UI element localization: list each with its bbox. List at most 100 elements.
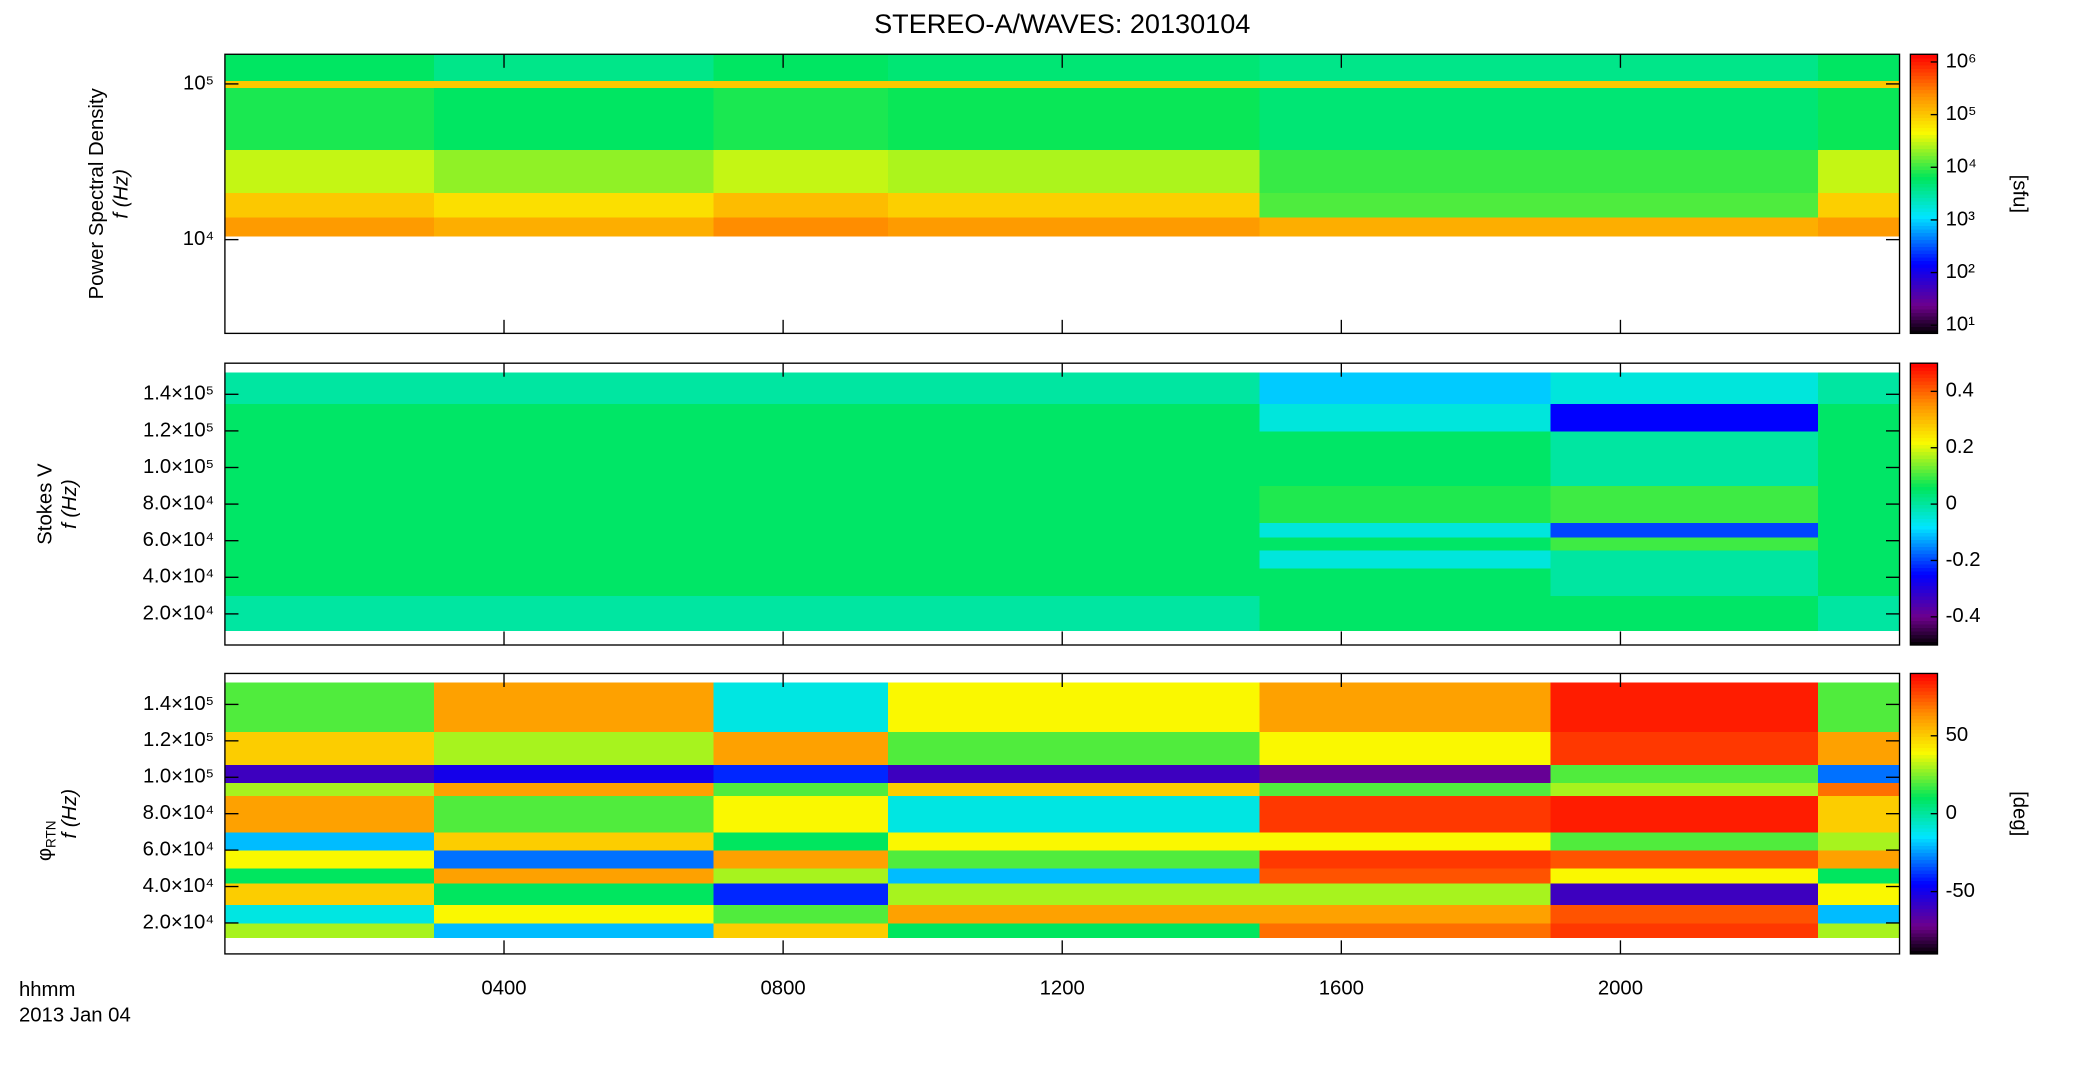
heatmap-cell <box>224 430 435 487</box>
colorbar-segment <box>1910 525 1938 530</box>
colorbar-segment <box>1910 479 1938 484</box>
colorbar-segment <box>1910 511 1938 516</box>
heatmap-cell <box>224 682 435 733</box>
colorbar-segment <box>1910 880 1938 885</box>
colorbar-segment <box>1910 673 1938 678</box>
colorbar-segment <box>1910 820 1938 825</box>
heatmap-cell <box>887 868 1261 884</box>
heatmap-cell <box>887 904 1261 924</box>
heatmap-cell <box>713 87 889 150</box>
colorbar-segment <box>1910 165 1938 171</box>
colorbar-segment <box>1910 144 1938 150</box>
y-tick-label: 1.2×10⁵ <box>143 729 214 751</box>
heatmap-cell <box>887 149 1261 194</box>
colorbar-segment <box>1910 845 1938 850</box>
colorbar-segment <box>1910 740 1938 745</box>
heatmap-cell <box>713 795 889 833</box>
colorbar-segment <box>1910 595 1938 600</box>
heatmap-cell <box>713 595 889 631</box>
heatmap-cell <box>224 831 435 851</box>
heatmap-cell <box>887 764 1261 784</box>
colorbar-segment <box>1910 475 1938 481</box>
heatmap-cell <box>434 868 714 884</box>
colorbar-segment <box>1910 419 1938 424</box>
heatmap-cell <box>224 87 435 150</box>
colorbar-segment <box>1910 609 1938 614</box>
colorbar-segment <box>1910 848 1938 853</box>
colorbar-tick-label: -0.2 <box>1946 549 1981 571</box>
heatmap-cell <box>434 682 714 733</box>
colorbar-segment <box>1910 472 1938 477</box>
colorbar-segment <box>1910 729 1938 734</box>
colorbar-segment <box>1910 708 1938 713</box>
colorbar-tick-label: -0.4 <box>1946 605 1981 627</box>
heatmap-cell <box>1550 568 1819 597</box>
heatmap-cell <box>1259 430 1552 487</box>
colorbar-segment <box>1910 391 1938 396</box>
heatmap-cell <box>1259 192 1819 218</box>
heatmap-cell <box>713 882 889 906</box>
colorbar-segment <box>1910 416 1938 421</box>
colorbar-segment <box>1910 606 1938 611</box>
colorbar-segment <box>1910 288 1938 293</box>
heatmap-cell <box>713 731 889 765</box>
colorbar-segment <box>1910 743 1938 748</box>
y-axis-label-unit: f (Hz) <box>59 479 81 529</box>
heatmap-cell <box>224 731 435 765</box>
colorbar-segment <box>1910 613 1938 618</box>
x-axis-label: hhmm <box>19 979 75 1001</box>
colorbar-segment <box>1910 394 1938 400</box>
heatmap-cell <box>713 850 889 869</box>
colorbar-segment <box>1910 859 1938 864</box>
colorbar-segment <box>1910 197 1938 202</box>
colorbar-segment <box>1910 221 1938 226</box>
colorbar-segment <box>1910 106 1938 111</box>
heatmap-cell <box>434 192 714 218</box>
heatmap-cell <box>434 537 714 551</box>
heatmap-cell <box>434 485 714 523</box>
colorbar-tick-label: 50 <box>1946 724 1969 746</box>
colorbar-segment <box>1910 567 1938 572</box>
colorbar-segment <box>1910 929 1938 934</box>
colorbar-segment <box>1910 148 1938 153</box>
colorbar-tick-label: 10¹ <box>1946 314 1976 336</box>
colorbar-segment <box>1910 308 1938 314</box>
colorbar-segment <box>1910 440 1938 445</box>
colorbar-segment <box>1910 298 1938 303</box>
heatmap-cell <box>713 216 889 237</box>
colorbar-tick-label: 10² <box>1946 261 1976 283</box>
heatmap-cell <box>887 782 1261 796</box>
colorbar-segment <box>1910 521 1938 526</box>
colorbar-segment <box>1910 92 1938 97</box>
heatmap-cell <box>713 537 889 551</box>
colorbar-segment <box>1910 571 1938 576</box>
heatmap-cell <box>1817 522 1900 538</box>
heatmap-cell <box>1259 216 1819 237</box>
heatmap-cell <box>434 904 714 924</box>
colorbar-segment <box>1910 701 1938 706</box>
colorbar-segment <box>1910 172 1938 178</box>
colorbar-segment <box>1910 204 1938 209</box>
colorbar-segment <box>1910 242 1938 247</box>
heatmap-cell <box>434 568 714 597</box>
y-tick-label: 1.0×10⁵ <box>143 456 214 478</box>
colorbar-segment <box>1910 263 1938 268</box>
colorbar-segment <box>1910 637 1938 643</box>
x-tick-label: 0400 <box>481 978 526 1000</box>
colorbar-segment <box>1910 458 1938 463</box>
heatmap-cell <box>887 485 1261 523</box>
colorbar-segment <box>1910 366 1938 371</box>
heatmap-cell <box>1259 868 1552 884</box>
colorbar-segment <box>1910 712 1938 717</box>
colorbar-segment <box>1910 377 1938 382</box>
colorbar-segment <box>1910 634 1938 639</box>
heatmap-cell <box>887 682 1261 733</box>
colorbar-segment <box>1910 490 1938 495</box>
colorbar-segment <box>1910 57 1938 62</box>
colorbar-segment <box>1910 542 1938 548</box>
heatmap-cell <box>1817 922 1900 938</box>
colorbar-segment <box>1910 370 1938 375</box>
colorbar-segment <box>1910 687 1938 692</box>
y-axis-label-symbol: φ <box>34 848 56 861</box>
heatmap-cell <box>713 54 889 82</box>
